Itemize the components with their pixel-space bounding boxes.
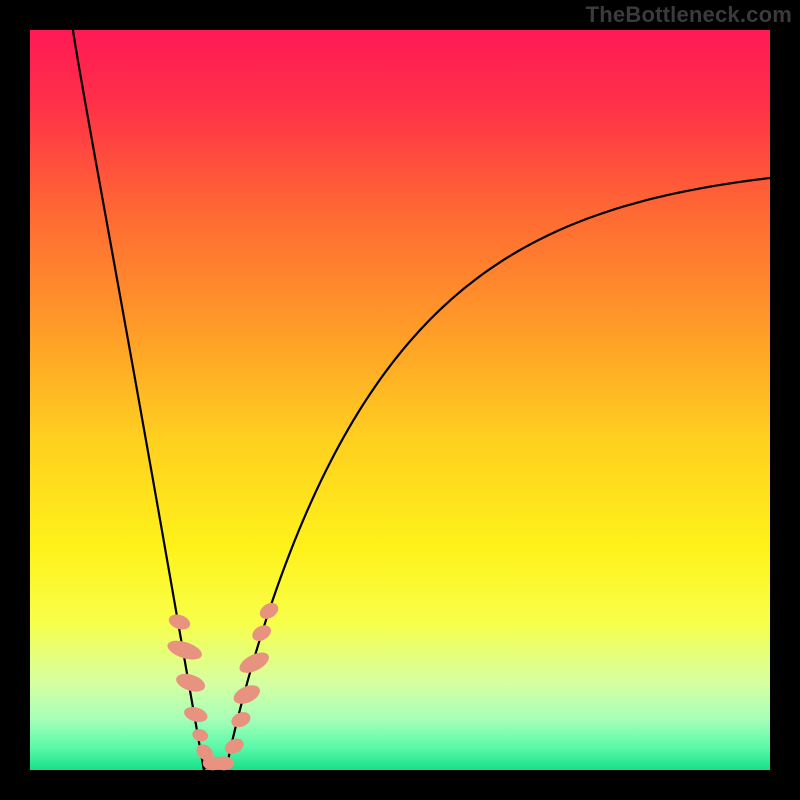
scatter-point [229,709,253,730]
scatter-point [167,612,192,632]
scatter-point [236,648,272,677]
chart-container: TheBottleneck.com [0,0,800,800]
scatter-point [214,756,234,770]
scatter-point [249,622,273,644]
curve-right [226,178,770,770]
plot-svg [0,0,800,800]
scatter-point [222,735,246,757]
curve-left [73,30,204,770]
scatter-point [182,704,209,724]
watermark-text: TheBottleneck.com [586,2,792,28]
scatter-point [191,727,210,743]
scatter-point [257,600,281,622]
